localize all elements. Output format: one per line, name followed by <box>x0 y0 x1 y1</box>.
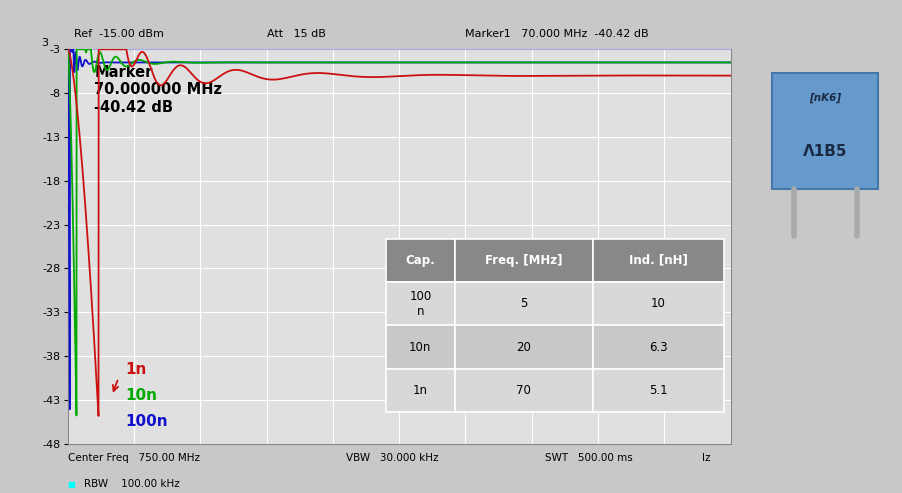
Text: 3: 3 <box>41 38 48 48</box>
Bar <box>386 239 455 282</box>
Text: Cap.: Cap. <box>406 254 436 267</box>
Text: 10n: 10n <box>410 341 431 353</box>
Text: ■: ■ <box>68 480 76 489</box>
Text: RBW    100.00 kHz: RBW 100.00 kHz <box>84 479 180 489</box>
Text: 5: 5 <box>520 297 528 310</box>
Text: VBW   30.000 kHz: VBW 30.000 kHz <box>346 453 438 462</box>
Bar <box>386 369 455 412</box>
Text: 1n: 1n <box>413 384 428 397</box>
Bar <box>455 282 593 325</box>
Bar <box>386 325 455 369</box>
Text: Marker
70.000000 MHz
-40.42 dB: Marker 70.000000 MHz -40.42 dB <box>94 65 222 115</box>
Text: 6.3: 6.3 <box>649 341 667 353</box>
Bar <box>455 369 593 412</box>
Text: 10n: 10n <box>125 388 157 403</box>
Text: 1n: 1n <box>125 362 146 377</box>
Bar <box>593 325 723 369</box>
Bar <box>772 72 879 188</box>
Text: 100n: 100n <box>125 414 168 429</box>
Text: 5.1: 5.1 <box>649 384 667 397</box>
Bar <box>593 282 723 325</box>
Text: Att   15 dB: Att 15 dB <box>267 29 326 39</box>
Text: lz: lz <box>703 453 711 462</box>
Text: Ind. [nH]: Ind. [nH] <box>629 254 687 267</box>
Text: Λ1B5: Λ1B5 <box>803 144 848 159</box>
Bar <box>455 325 593 369</box>
Text: SWT   500.00 ms: SWT 500.00 ms <box>545 453 632 462</box>
Bar <box>593 369 723 412</box>
Text: Freq. [MHz]: Freq. [MHz] <box>485 254 563 267</box>
Text: Ref  -15.00 dBm: Ref -15.00 dBm <box>74 29 164 39</box>
Text: 100
n: 100 n <box>410 290 431 317</box>
Text: Center Freq   750.00 MHz: Center Freq 750.00 MHz <box>68 453 199 462</box>
Text: [nK6]: [nK6] <box>809 92 842 103</box>
Bar <box>386 282 455 325</box>
Text: Marker1   70.000 MHz  -40.42 dB: Marker1 70.000 MHz -40.42 dB <box>465 29 649 39</box>
Text: 70: 70 <box>516 384 531 397</box>
Bar <box>455 239 593 282</box>
Text: 20: 20 <box>516 341 531 353</box>
Bar <box>593 239 723 282</box>
Text: 10: 10 <box>650 297 666 310</box>
